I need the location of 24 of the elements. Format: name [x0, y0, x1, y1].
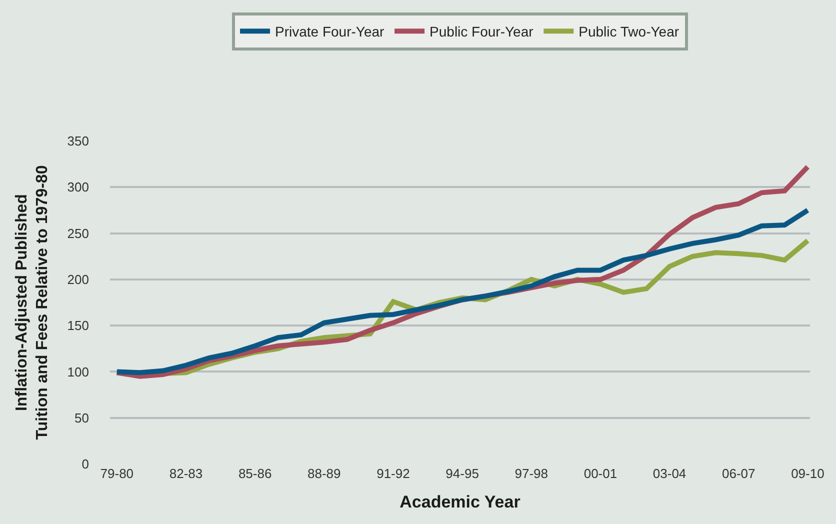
x-tick-label: 85-86	[238, 466, 272, 481]
x-tick-label: 06-07	[722, 466, 756, 481]
y-tick-label: 250	[67, 226, 89, 241]
y-tick-label: 150	[67, 318, 89, 334]
x-tick-label: 79-80	[100, 466, 134, 481]
x-axis-title: Academic Year	[400, 492, 521, 512]
x-tick-label: 00-01	[584, 466, 618, 481]
x-tick-label: 94-95	[446, 466, 479, 481]
y-tick-label: 0	[82, 456, 89, 472]
x-tick-label: 88-89	[308, 466, 341, 481]
y-tick-label: 350	[67, 134, 89, 149]
x-tick-label: 91-92	[376, 466, 410, 481]
legend-label: Private Four-Year	[275, 24, 385, 40]
x-tick-label: 03-04	[652, 466, 686, 481]
legend-label: Public Two-Year	[578, 24, 680, 40]
x-tick-label: 09-10	[791, 466, 824, 481]
legend-label: Public Four-Year	[430, 24, 534, 40]
x-tick-label: 97-98	[514, 466, 548, 481]
y-tick-label: 200	[67, 272, 89, 287]
x-tick-label: 82-83	[169, 466, 203, 481]
y-axis-title: Inflation-Adjusted Published Tuition and Fees Relative to 1979-80	[13, 165, 52, 440]
y-tick-label: 50	[74, 410, 89, 426]
y-tick-label: 300	[67, 180, 89, 195]
y-tick-label: 100	[67, 364, 89, 380]
